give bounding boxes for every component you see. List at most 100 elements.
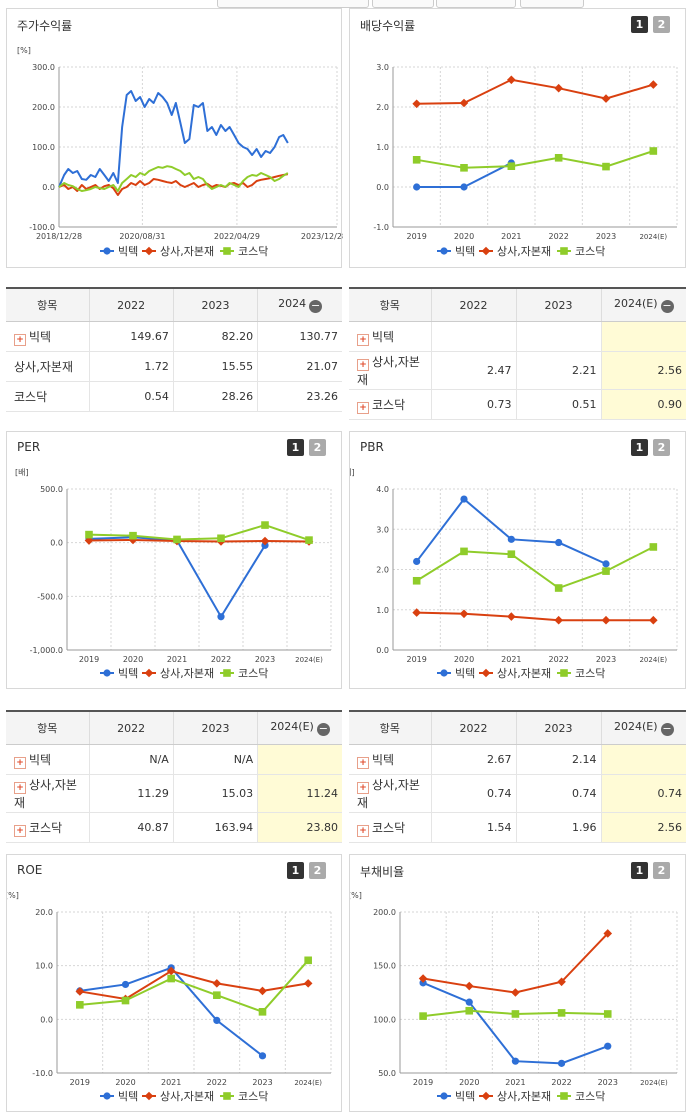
expand-plus-icon[interactable]: + [357,824,369,837]
panel-title: ROE [17,863,43,877]
x-tick-label: 2024(E) [294,1079,322,1087]
series-sangsa [418,929,613,997]
expand-plus-icon[interactable]: + [357,359,369,371]
data-point [129,531,137,540]
value-cell: 15.03 [172,774,258,813]
legend-label: 코스닥 [575,1090,605,1103]
expand-plus-icon[interactable]: + [357,782,369,794]
y-tick-label: 200.0 [373,908,396,917]
pbr-chart: 4.0 3.0 2.0 1.0 0.0 2019 2020 2021 2022 2023 2024(… [341,468,678,680]
y-tick-label: 0.0 [376,183,389,192]
legend-label: 빅텍 [455,245,475,258]
switch-2-button[interactable]: 2 [653,862,670,879]
y-tick-label: 0.0 [376,646,389,655]
data-point [217,613,225,621]
pbr-panel: PBR 1 2 4.0 3.0 2.0 1.0 0.0 2019 2020 2021 2022 2… [341,431,686,689]
y-tick-label: 0.0 [50,539,63,548]
legend-item-bictech: 빅텍 [437,1090,475,1103]
top-control-2[interactable] [372,0,434,8]
collapse-minus-icon[interactable]: − [660,722,674,736]
data-point [413,183,421,191]
expand-plus-icon[interactable]: + [357,756,369,769]
series-kosdaq [412,543,658,592]
value-cell: 0.54 [88,381,174,412]
legend-marker [103,669,111,677]
legend-marker [103,1092,111,1100]
switch-2-button[interactable]: 2 [653,16,670,33]
collapse-minus-icon[interactable]: − [660,299,674,313]
series-line [88,524,310,542]
switch-1-button[interactable]: 1 [287,862,304,879]
expand-plus-icon[interactable]: + [14,782,26,794]
data-point [413,557,421,566]
table-header-cell: 2022 [88,287,174,322]
row-name-cell: + 상사,자본재 [349,774,431,813]
legend-item-bictech: 빅텍 [100,1090,138,1103]
series-line [416,150,654,169]
y-tick-label: -10.0 [32,1069,53,1078]
data-point [412,576,421,585]
y-tick-label: 0.0 [40,1015,53,1024]
row-name-cell: + 빅텍 [6,321,89,352]
x-tick-label: 2020/08/31 [119,232,165,241]
expand-plus-icon[interactable]: + [14,824,26,837]
switch-1-button[interactable]: 1 [631,16,648,33]
value-cell: 15.55 [172,351,258,382]
top-control-4[interactable] [520,0,584,8]
legend-item-sangsa: 상사,자본재 [142,245,214,258]
table-header-cell: 2023 [172,287,258,322]
legend-marker [103,247,111,255]
debt-ratio-chart: 200.0 150.0 100.0 50.0 2019 2020 2021 2022 2023 2… [348,891,678,1103]
legend-marker [223,247,231,255]
table-row: 상사,자본재 1.72 15.55 21.07 [6,351,342,382]
legend-marker [223,1092,231,1100]
legend-marker [144,1091,154,1101]
legend-marker [481,1091,491,1101]
data-point [601,94,611,103]
legend-label: 상사,자본재 [160,667,214,680]
switch-1-button[interactable]: 1 [631,439,648,456]
y-tick-label: 500.0 [40,485,63,494]
switch-1-button[interactable]: 1 [631,862,648,879]
legend-label: 상사,자본재 [497,245,551,258]
data-point [601,615,611,625]
expand-plus-icon[interactable]: + [14,333,26,346]
legend-label: 빅텍 [118,667,138,680]
dividend-chart: 3.0 2.0 1.0 0.0 -1.0 2019 2020 2021 2022 2023 2024… [373,63,678,258]
data-point [460,164,468,172]
legend-item-bictech: 빅텍 [100,245,138,258]
top-control-1[interactable] [217,0,369,8]
switch-2-button[interactable]: 2 [309,862,326,879]
value-cell: 23.26 [257,381,342,412]
switch-1-button[interactable]: 1 [287,439,304,456]
collapse-minus-icon[interactable]: − [316,722,330,736]
data-point [602,162,610,171]
top-control-3[interactable] [436,0,516,8]
data-point [465,998,473,1006]
collapse-minus-icon[interactable]: − [309,299,323,313]
legend-item-sangsa: 상사,자본재 [479,1090,551,1103]
legend-label: 빅텍 [455,667,475,680]
value-cell: 1.54 [430,812,516,843]
data-point [557,1009,566,1017]
table-row: 코스닥 0.54 28.26 23.26 [6,381,342,412]
expand-plus-icon[interactable]: + [14,756,26,769]
y-tick-label: 150.0 [373,962,396,971]
switch-2-button[interactable]: 2 [653,439,670,456]
grid [58,66,338,228]
expand-plus-icon[interactable]: + [357,401,369,414]
x-tick-label: 2023/12/28 [301,232,343,241]
series-line [79,969,309,1000]
data-point [649,615,658,625]
expand-plus-icon[interactable]: + [357,333,369,346]
value-cell: N/A [172,744,258,775]
legend-item-kosdaq: 코스닥 [220,1090,268,1103]
x-tick-label: 2024(E) [639,233,667,241]
data-point [303,979,313,988]
data-point [557,977,566,987]
table-row: + 코스닥 1.54 1.96 2.56 [349,812,686,843]
dividend-panel: 배당수익률 1 2 3.0 2.0 1.0 0.0 -1.0 2019 2020 2021 20… [349,8,686,268]
data-point [418,974,428,983]
switch-2-button[interactable]: 2 [309,439,326,456]
